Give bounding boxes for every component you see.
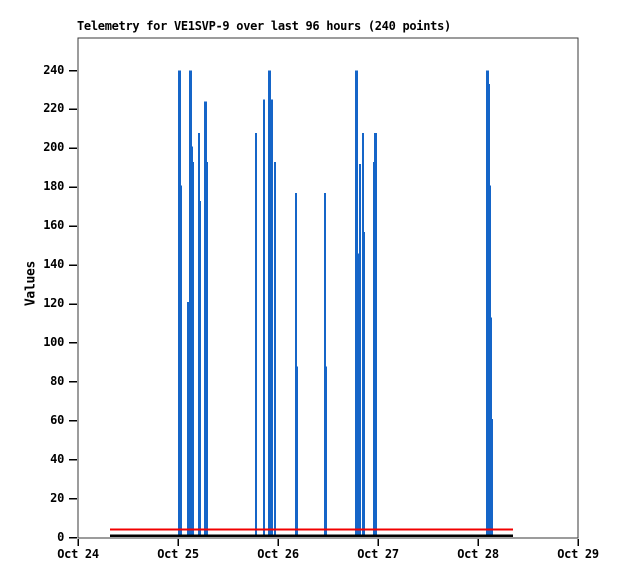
y-tick-label: 180 (43, 179, 64, 194)
y-tick-label: 80 (50, 373, 64, 388)
y-tick-label: 120 (43, 296, 64, 310)
x-tick-label: Oct 25 (157, 547, 199, 561)
y-tick-label: 160 (43, 218, 64, 233)
y-tick-label: 220 (43, 101, 64, 116)
x-tick-label: Oct 26 (257, 547, 299, 561)
x-tick-label: Oct 27 (357, 547, 399, 561)
plot-frame (77, 37, 579, 539)
x-tick-label: Oct 24 (57, 547, 99, 561)
y-tick-label: 20 (50, 490, 64, 505)
y-tick-label: 200 (43, 140, 64, 155)
chart-title: Telemetry for VE1SVP-9 over last 96 hour… (77, 19, 451, 33)
y-tick-label: 100 (43, 334, 64, 349)
x-tick-label: Oct 28 (457, 547, 499, 561)
x-tick-label: Oct 29 (557, 547, 599, 561)
y-tick-label: 140 (43, 257, 64, 272)
y-tick-label: 0 (57, 529, 64, 544)
y-tick-label: 60 (50, 412, 64, 427)
y-tick-label: 240 (43, 62, 64, 77)
y-tick-label: 40 (50, 451, 64, 466)
